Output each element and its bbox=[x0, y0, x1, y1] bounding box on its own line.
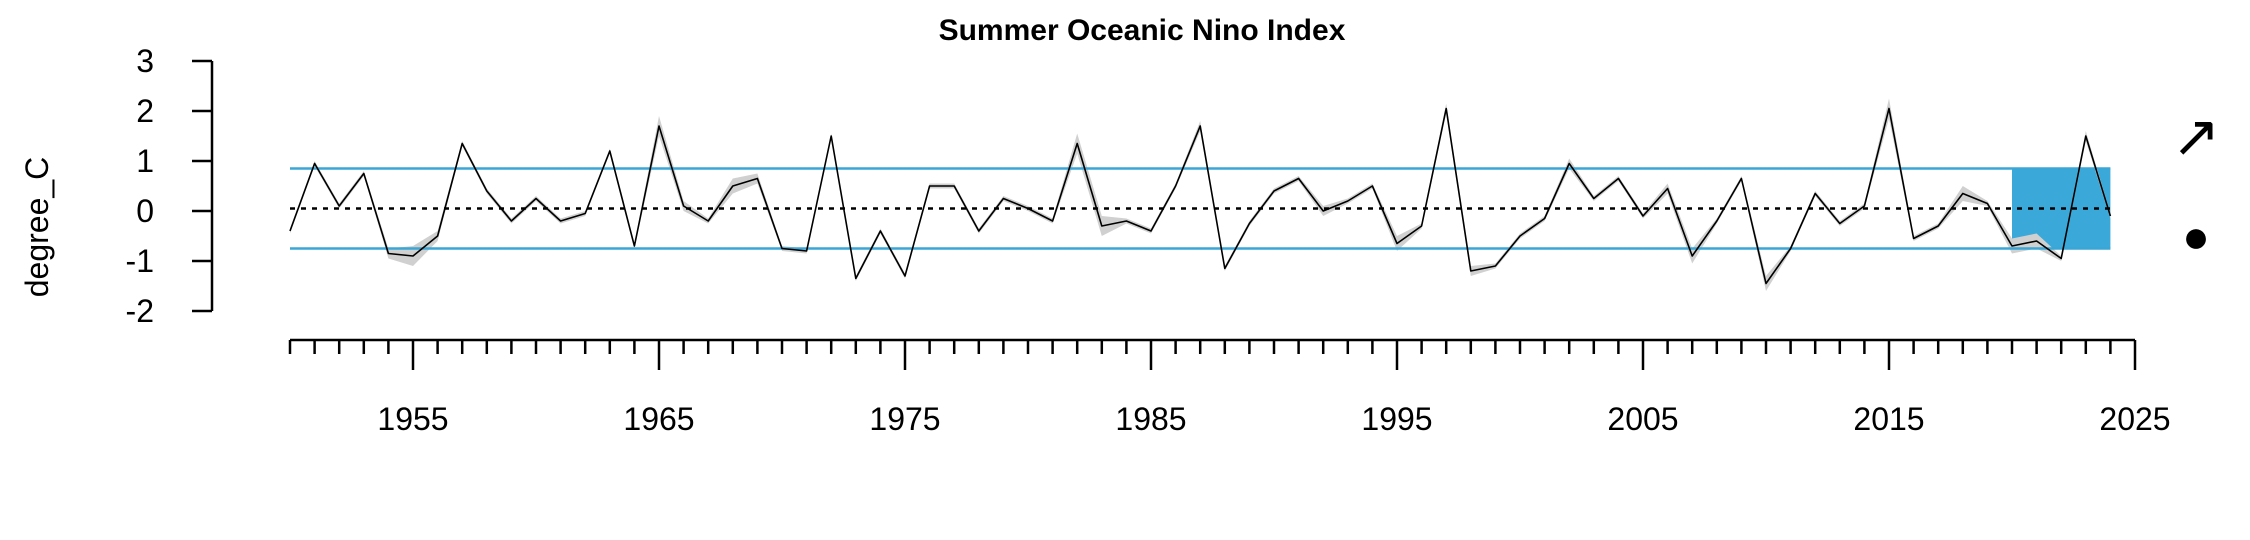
trend-arrow-icon: ↗ bbox=[2172, 104, 2221, 169]
x-tick-label: 1995 bbox=[1361, 401, 1432, 437]
x-tick-label: 2015 bbox=[1853, 401, 1924, 437]
x-tick-label: 1985 bbox=[1115, 401, 1186, 437]
y-tick-label: -2 bbox=[126, 293, 154, 329]
x-axis: 1955 1965 1975 1985 1995 2005 2015 2025 bbox=[288, 338, 2171, 437]
series-line bbox=[289, 107, 2112, 285]
y-axis-label: degree_C bbox=[19, 157, 55, 298]
x-tick-label: 2005 bbox=[1607, 401, 1678, 437]
reference-lines-group bbox=[290, 167, 2111, 250]
status-dot-icon: ● bbox=[2182, 210, 2210, 262]
y-tick-label: 0 bbox=[136, 193, 154, 229]
series-line-group bbox=[289, 107, 2112, 285]
y-tick-label: 1 bbox=[136, 143, 154, 179]
x-tick-label: 1975 bbox=[869, 401, 940, 437]
y-axis: 3 2 1 0 -1 -2 bbox=[126, 43, 214, 329]
x-tick-label: 1955 bbox=[377, 401, 448, 437]
chart-title: Summer Oceanic Nino Index bbox=[939, 14, 1346, 47]
x-tick-label: 2025 bbox=[2099, 401, 2170, 437]
y-tick-label: 3 bbox=[136, 43, 154, 79]
y-tick-label: -1 bbox=[126, 243, 154, 279]
y-tick-label: 2 bbox=[136, 93, 154, 129]
x-tick-label: 1965 bbox=[623, 401, 694, 437]
